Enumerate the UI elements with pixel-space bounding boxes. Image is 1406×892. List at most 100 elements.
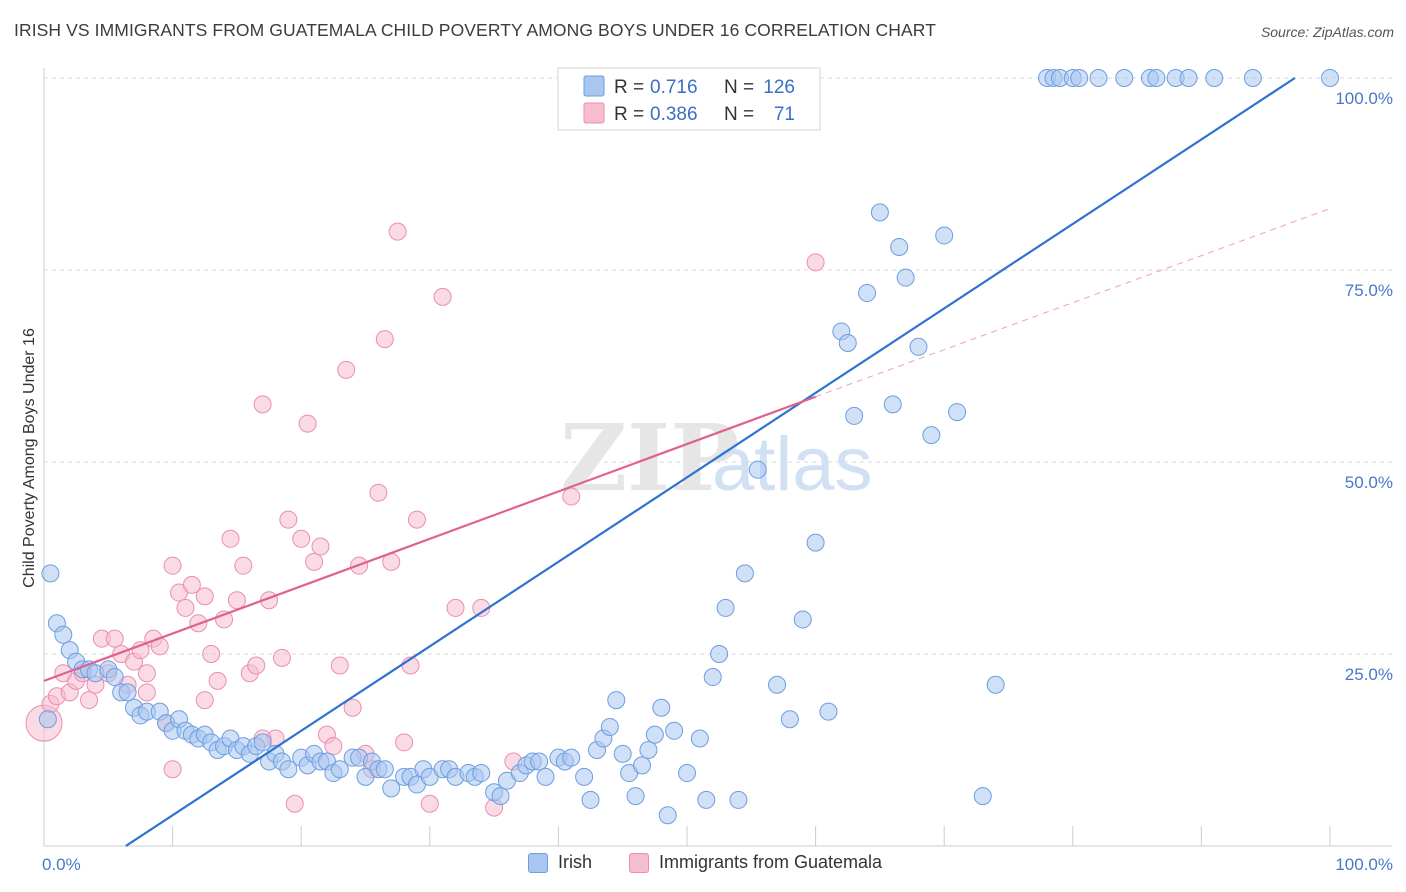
- guatemala-point: [137, 683, 156, 702]
- irish-point: [41, 564, 60, 583]
- trend-lines: [43, 77, 1331, 847]
- guatemala-point: [247, 656, 266, 675]
- guatemala-point: [253, 395, 272, 414]
- irish-point: [581, 790, 600, 809]
- y-tick-label-75: 75.0%: [1345, 281, 1393, 300]
- irish-point: [973, 787, 992, 806]
- irish-point: [909, 337, 928, 356]
- irish-trend-line: [125, 77, 1296, 847]
- irish-point: [1070, 69, 1089, 87]
- legend-guatemala-n-value: 71: [774, 104, 795, 125]
- irish-point: [562, 748, 581, 767]
- irish-point: [690, 729, 709, 748]
- legend-irish-r-value: 0.716: [650, 77, 698, 98]
- irish-point: [870, 203, 889, 222]
- series-legend: Irish Immigrants from Guatemala: [0, 852, 1406, 876]
- irish-point: [986, 675, 1005, 694]
- guatemala-point: [195, 587, 214, 606]
- x-tick-labels: 0.0% 100.0%: [42, 855, 1393, 874]
- irish-point: [645, 725, 664, 744]
- irish-point: [845, 406, 864, 425]
- guatemala-point: [182, 575, 201, 594]
- irish-point: [382, 779, 401, 798]
- irish-point: [105, 668, 124, 687]
- guatemala-point: [292, 529, 311, 548]
- irish-point: [890, 237, 909, 256]
- irish-point: [530, 752, 549, 771]
- guatemala-point: [227, 591, 246, 610]
- legend-swatch-irish: [583, 75, 605, 97]
- irish-point: [697, 790, 716, 809]
- irish-point: [613, 744, 632, 763]
- irish-point: [858, 284, 877, 303]
- guatemala-point: [343, 698, 362, 717]
- guatemala-point: [324, 737, 343, 756]
- chart-title: IRISH VS IMMIGRANTS FROM GUATEMALA CHILD…: [14, 20, 936, 40]
- legend-label-guatemala: Immigrants from Guatemala: [659, 852, 883, 872]
- irish-point: [703, 668, 722, 687]
- irish-point: [748, 460, 767, 479]
- legend-item-irish: Irish: [528, 852, 592, 873]
- chart-source: Source: ZipAtlas.com: [1260, 24, 1394, 40]
- irish-point: [472, 764, 491, 783]
- irish-point: [710, 645, 729, 663]
- irish-point: [652, 698, 671, 717]
- y-tick-label-25: 25.0%: [1345, 665, 1393, 684]
- guatemala-point: [337, 360, 356, 379]
- guatemala-point: [305, 552, 324, 571]
- guatemala-point: [433, 287, 452, 306]
- watermark-atlas: atlas: [712, 422, 873, 507]
- legend-swatch-guatemala: [583, 102, 605, 124]
- guatemala-point: [208, 671, 227, 690]
- legend-guatemala-n-label: N =: [724, 104, 754, 125]
- irish-point: [1115, 69, 1134, 87]
- guatemala-point: [163, 556, 182, 575]
- irish-point: [330, 760, 349, 779]
- irish-point: [536, 767, 555, 786]
- guatemala-point: [298, 414, 317, 433]
- legend-swatch-guatemala-bottom: [629, 852, 649, 873]
- irish-point: [1205, 69, 1224, 87]
- irish-point: [806, 533, 825, 552]
- irish-point: [729, 790, 748, 809]
- guatemala-point: [195, 691, 214, 710]
- irish-point: [948, 403, 967, 422]
- irish-point: [838, 333, 857, 352]
- guatemala-point: [562, 487, 581, 506]
- y-axis-label: Child Poverty Among Boys Under 16: [21, 328, 38, 588]
- irish-point: [491, 787, 510, 806]
- irish-point: [1147, 69, 1166, 87]
- irish-point: [118, 683, 137, 702]
- irish-point: [575, 767, 594, 786]
- irish-point: [793, 610, 812, 629]
- legend-guatemala-r-label: R =: [614, 104, 644, 125]
- guatemala-point: [806, 253, 825, 272]
- y-tick-label-50: 50.0%: [1345, 473, 1393, 492]
- irish-point: [883, 395, 902, 414]
- irish-point: [922, 426, 941, 445]
- irish-point: [1179, 69, 1198, 87]
- irish-point: [639, 741, 658, 759]
- guatemala-points: [25, 222, 825, 817]
- irish-point: [735, 564, 754, 583]
- guatemala-point: [395, 733, 414, 752]
- irish-point: [935, 226, 954, 245]
- guatemala-point: [221, 529, 240, 548]
- irish-point: [279, 760, 298, 779]
- irish-point: [54, 625, 73, 644]
- guatemala-trend-extension: [815, 208, 1331, 398]
- legend-label-irish: Irish: [558, 852, 593, 872]
- irish-point: [600, 717, 619, 736]
- guatemala-point: [272, 648, 291, 667]
- y-tick-label-100: 100.0%: [1335, 89, 1393, 108]
- irish-point: [1321, 69, 1339, 87]
- x-tick-label-max: 100.0%: [1335, 855, 1393, 874]
- legend-guatemala-r-value: 0.386: [650, 104, 698, 125]
- guatemala-point: [420, 794, 439, 813]
- irish-point: [768, 675, 787, 694]
- guatemala-trend-line: [43, 395, 816, 682]
- guatemala-point: [105, 629, 124, 648]
- legend-item-guatemala: Immigrants from Guatemala: [629, 852, 882, 873]
- guatemala-point: [176, 598, 195, 617]
